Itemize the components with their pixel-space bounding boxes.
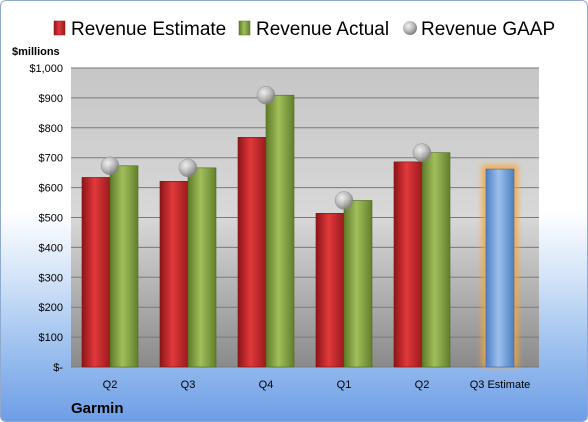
- revenue-gaap-marker: [178, 158, 198, 178]
- legend-swatch-green: [238, 20, 251, 36]
- revenue-estimate-bar: [315, 213, 345, 368]
- y-tick-label: $-: [53, 362, 63, 374]
- y-tick-label: $200: [39, 302, 63, 314]
- y-tick-label: $600: [39, 183, 63, 195]
- legend-label-revenue-gaap: Revenue GAAP: [421, 19, 555, 40]
- revenue-actual-bar: [187, 167, 217, 368]
- legend-label-revenue-estimate: Revenue Estimate: [71, 19, 226, 40]
- x-tick-label: Q2: [103, 379, 118, 391]
- legend-item-revenue-gaap: Revenue GAAP: [403, 19, 555, 40]
- y-tick-label: $400: [39, 242, 63, 254]
- y-axis-ticks: $- $100 $200 $300 $400 $500 $600 $700 $800 $900 $1…: [29, 63, 63, 374]
- revenue-estimate-bar: [81, 177, 111, 368]
- company-name: Garmin: [71, 400, 124, 417]
- y-tick-label: $800: [39, 123, 63, 135]
- x-tick-label: Q3: [181, 379, 196, 391]
- x-tick-label: Q2: [415, 379, 430, 391]
- x-tick-label: Q3 Estimate: [470, 379, 531, 391]
- revenue-gaap-marker: [100, 156, 120, 176]
- y-tick-label: $300: [39, 272, 63, 284]
- gridlines: [71, 67, 539, 368]
- y-tick-label: $100: [39, 332, 63, 344]
- y-tick-label: $900: [39, 93, 63, 105]
- legend-item-revenue-estimate: Revenue Estimate: [53, 19, 226, 40]
- legend: Revenue Estimate Revenue Actual Revenue …: [53, 19, 555, 40]
- revenue-actual-bar: [421, 152, 451, 368]
- bars: [81, 94, 518, 368]
- revenue-actual-bar: [265, 94, 295, 368]
- legend-item-revenue-actual: Revenue Actual: [238, 19, 389, 40]
- revenue-estimate-q3-bar: [485, 168, 515, 368]
- revenue-actual-bar: [343, 200, 373, 368]
- y-tick-label: $700: [39, 153, 63, 165]
- y-tick-label: $1,000: [29, 63, 63, 75]
- revenue-estimate-bar: [237, 137, 267, 368]
- revenue-estimate-bar: [393, 161, 423, 368]
- legend-swatch-gray: [403, 21, 417, 35]
- y-tick-label: $500: [39, 213, 63, 225]
- legend-label-revenue-actual: Revenue Actual: [256, 19, 389, 40]
- gaap-markers: [100, 85, 432, 210]
- revenue-gaap-marker: [256, 85, 276, 105]
- legend-swatch-red: [53, 20, 66, 36]
- y-axis-unit-label: $millions: [12, 46, 60, 58]
- x-tick-label: Q1: [337, 379, 352, 391]
- revenue-gaap-marker: [334, 191, 354, 210]
- revenue-gaap-marker: [412, 143, 432, 162]
- revenue-estimate-bar: [159, 181, 189, 368]
- x-tick-label: Q4: [259, 379, 274, 391]
- x-axis-ticks: Q2 Q3 Q4 Q1 Q2 Q3 Estimate: [103, 379, 531, 391]
- revenue-actual-bar: [109, 165, 139, 368]
